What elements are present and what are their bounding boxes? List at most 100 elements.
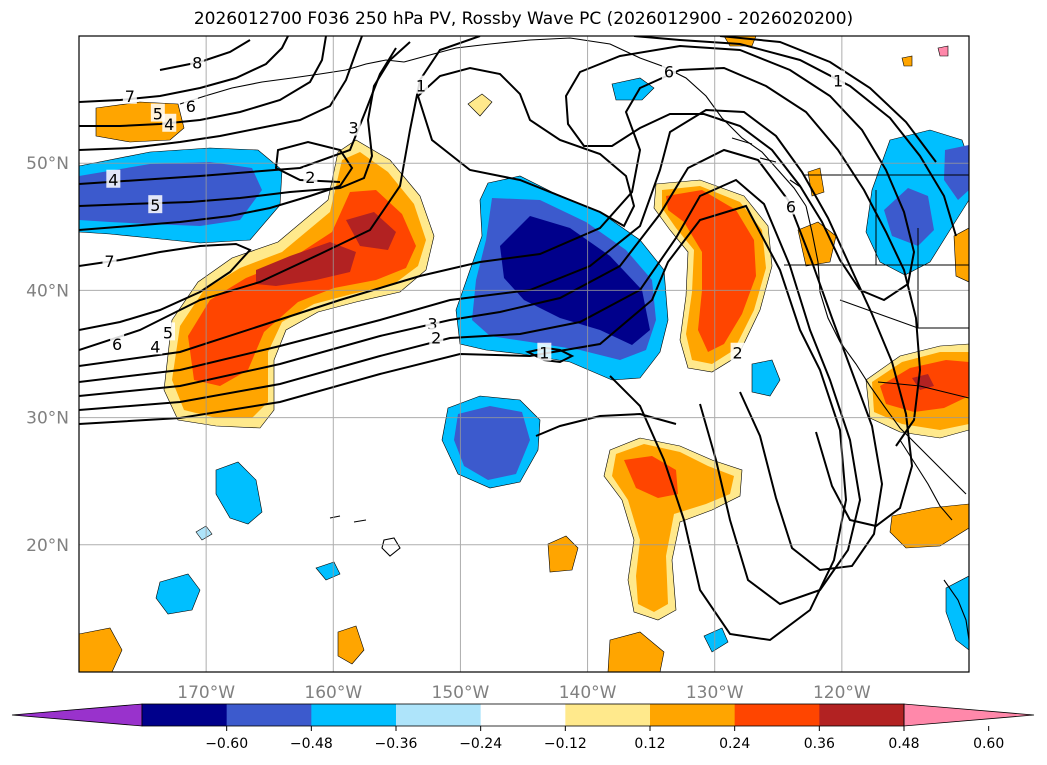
latitude-label: 20°N: [26, 536, 69, 556]
coastline-pacific-northwest: [805, 205, 967, 495]
contour-label-bg: [730, 342, 745, 361]
contour-label: 1: [833, 72, 843, 91]
colorbar-label: −0.60: [205, 736, 248, 752]
contour-label: 2: [431, 328, 441, 347]
colorbar-label: −0.12: [544, 736, 587, 752]
negative-anomaly-small-4: [751, 359, 781, 397]
negative-anomaly-small-2: [155, 573, 201, 615]
contour-label-bg: [110, 333, 125, 352]
positive-anomaly-small-1: [547, 535, 579, 573]
contour-line: [79, 66, 922, 447]
contour-label-bg: [303, 167, 318, 186]
contour-label: 3: [349, 119, 359, 138]
map-frame: [78, 35, 970, 673]
contour-label: 7: [104, 252, 114, 271]
colorbar-label: −0.36: [375, 736, 418, 752]
colorbar-segment: [396, 704, 482, 726]
contour-label: 1: [539, 344, 549, 363]
colorbar-segment: [650, 704, 736, 726]
latitude-label: 50°N: [26, 154, 69, 174]
positive-anomaly-east-band-core: [666, 190, 756, 352]
positive-anomaly-small-4: [79, 627, 123, 672]
colorbar-extend-high: [903, 703, 1035, 727]
contour-label-bg: [162, 113, 177, 132]
longitude-label: 170°W: [177, 683, 235, 703]
positive-anomaly-small-3: [607, 631, 665, 672]
coastline-mexico: [943, 579, 969, 641]
colorbar-segment: [819, 704, 905, 726]
contour-label: 1: [416, 77, 426, 96]
latitude-label: 30°N: [26, 409, 69, 429]
coastline-alaska: [403, 37, 807, 207]
contour-label-bg: [122, 85, 137, 104]
contour-label: 6: [664, 63, 674, 82]
contour-label-bg: [183, 95, 198, 114]
contour-line: [79, 36, 481, 351]
contour-line: [719, 36, 937, 163]
longitude-label: 150°W: [432, 683, 490, 703]
positive-anomaly-east-edge: [953, 227, 969, 283]
contour-label: 4: [150, 337, 160, 356]
contour-label-bg: [425, 313, 440, 332]
contour-line: [79, 36, 289, 103]
contour-label: 8: [192, 54, 202, 73]
us-mexico-border: [877, 381, 969, 399]
political-borders: [784, 174, 969, 399]
contour-line: [79, 36, 363, 151]
contour-label-bg: [148, 336, 163, 355]
colorbar-segment: [565, 704, 651, 726]
negative-anomaly-south-core: [454, 406, 530, 480]
colorbar: −0.60 −0.48 −0.36 −0.24 −0.12 0.12 0.24 0.36 0.4…: [11, 703, 1035, 752]
latitude-labels: 20°N 30°N 40°N 50°N: [26, 154, 69, 556]
colorbar-segment: [226, 704, 312, 726]
negative-anomaly-small-1: [215, 461, 263, 525]
coastline-hawaii: [329, 515, 401, 557]
contour-label-bg: [150, 103, 165, 122]
colorbar-outline: [141, 703, 905, 727]
contour-label: 6: [786, 197, 796, 216]
negative-anomaly-small-8: [195, 525, 213, 541]
colorbar-segment: [734, 704, 820, 726]
negative-anomaly-small-7: [315, 561, 341, 581]
coastline-baja: [899, 439, 953, 521]
contour-label: 5: [150, 196, 160, 215]
contour-label-bg: [661, 61, 676, 80]
contour-label-bg: [148, 195, 163, 214]
colorbar-label: 0.60: [973, 736, 1004, 752]
colorbar-label: 0.48: [888, 736, 919, 752]
contour-label-bg: [102, 251, 117, 270]
contour-label: 4: [164, 115, 174, 134]
colorbar-segment: [480, 704, 566, 726]
positive-anomaly-small-2: [889, 503, 969, 549]
contour-line: [79, 242, 252, 331]
contour-label-bg: [784, 196, 798, 215]
colorbar-label: −0.24: [459, 736, 502, 752]
contour-label-bg: [106, 169, 121, 188]
contour-line: [79, 36, 327, 127]
longitude-label: 160°W: [304, 683, 362, 703]
colorbar-label: 0.36: [804, 736, 835, 752]
positive-anomaly-small-7: [807, 167, 825, 197]
longitude-label: 130°W: [686, 683, 744, 703]
contour-line: [79, 47, 397, 185]
us-state-lines: [784, 190, 969, 329]
contour-label: 7: [125, 87, 135, 106]
latitude-label: 40°N: [26, 281, 69, 301]
longitude-label: 120°W: [813, 683, 871, 703]
contour-label: 2: [305, 168, 315, 187]
contour-label-bg: [346, 117, 361, 136]
coastline-aleutians: [179, 59, 405, 105]
colorbar-label: 0.12: [634, 736, 665, 752]
contour-line: [79, 140, 354, 231]
negative-anomaly-small-5: [945, 575, 969, 651]
colorbar-label: 0.24: [719, 736, 750, 752]
negative-anomaly-small-3: [611, 77, 655, 101]
negative-anomaly-small-6: [703, 627, 729, 653]
contour-label: 3: [427, 314, 437, 333]
contour-label: 4: [108, 171, 118, 190]
colorbar-label: −0.48: [290, 736, 333, 752]
colorbar-extend-low: [11, 703, 143, 727]
longitude-label: 140°W: [559, 683, 617, 703]
